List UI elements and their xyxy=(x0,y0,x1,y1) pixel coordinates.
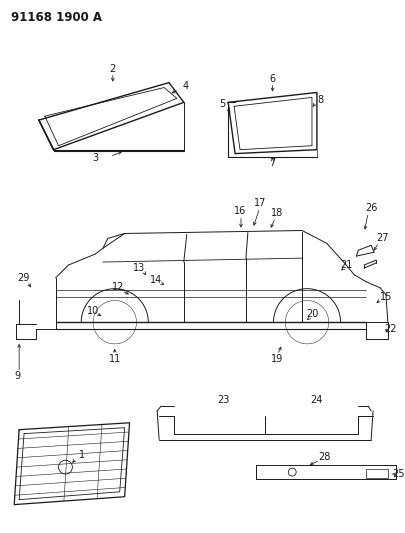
Text: 9: 9 xyxy=(14,372,20,382)
Text: 13: 13 xyxy=(133,263,145,273)
Text: 4: 4 xyxy=(182,80,188,91)
Text: 27: 27 xyxy=(376,233,388,244)
Text: 15: 15 xyxy=(379,292,391,302)
Text: 16: 16 xyxy=(233,206,245,216)
Text: 11: 11 xyxy=(109,354,121,364)
Text: 19: 19 xyxy=(271,354,283,364)
Text: 6: 6 xyxy=(269,74,275,84)
Text: 7: 7 xyxy=(269,158,275,168)
Text: 12: 12 xyxy=(111,282,124,292)
Text: 2: 2 xyxy=(109,64,116,74)
Text: 18: 18 xyxy=(271,208,283,218)
Text: 29: 29 xyxy=(17,273,29,283)
Text: 14: 14 xyxy=(150,275,162,285)
Text: 8: 8 xyxy=(317,95,323,106)
Bar xyxy=(365,469,387,478)
Text: 23: 23 xyxy=(217,395,229,405)
Text: 26: 26 xyxy=(364,203,376,213)
Text: 28: 28 xyxy=(318,453,330,462)
Text: 91168 1900 A: 91168 1900 A xyxy=(11,11,102,24)
Text: 17: 17 xyxy=(253,198,265,208)
Text: 10: 10 xyxy=(87,306,99,317)
Text: 22: 22 xyxy=(384,324,396,334)
Text: 24: 24 xyxy=(310,395,322,405)
Text: 5: 5 xyxy=(219,99,225,109)
Text: 21: 21 xyxy=(339,260,352,270)
Text: 20: 20 xyxy=(305,309,318,319)
Text: 25: 25 xyxy=(392,469,404,479)
Text: 3: 3 xyxy=(92,152,98,163)
Text: 1: 1 xyxy=(79,450,85,461)
